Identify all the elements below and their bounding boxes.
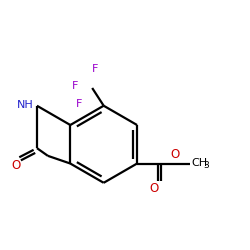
- Text: 3: 3: [203, 161, 209, 170]
- Text: O: O: [170, 148, 180, 161]
- Text: F: F: [76, 99, 82, 109]
- Text: NH: NH: [17, 100, 34, 110]
- Text: F: F: [72, 80, 78, 90]
- Text: O: O: [150, 182, 159, 195]
- Text: O: O: [12, 159, 21, 172]
- Text: F: F: [92, 64, 98, 74]
- Text: CH: CH: [191, 158, 207, 168]
